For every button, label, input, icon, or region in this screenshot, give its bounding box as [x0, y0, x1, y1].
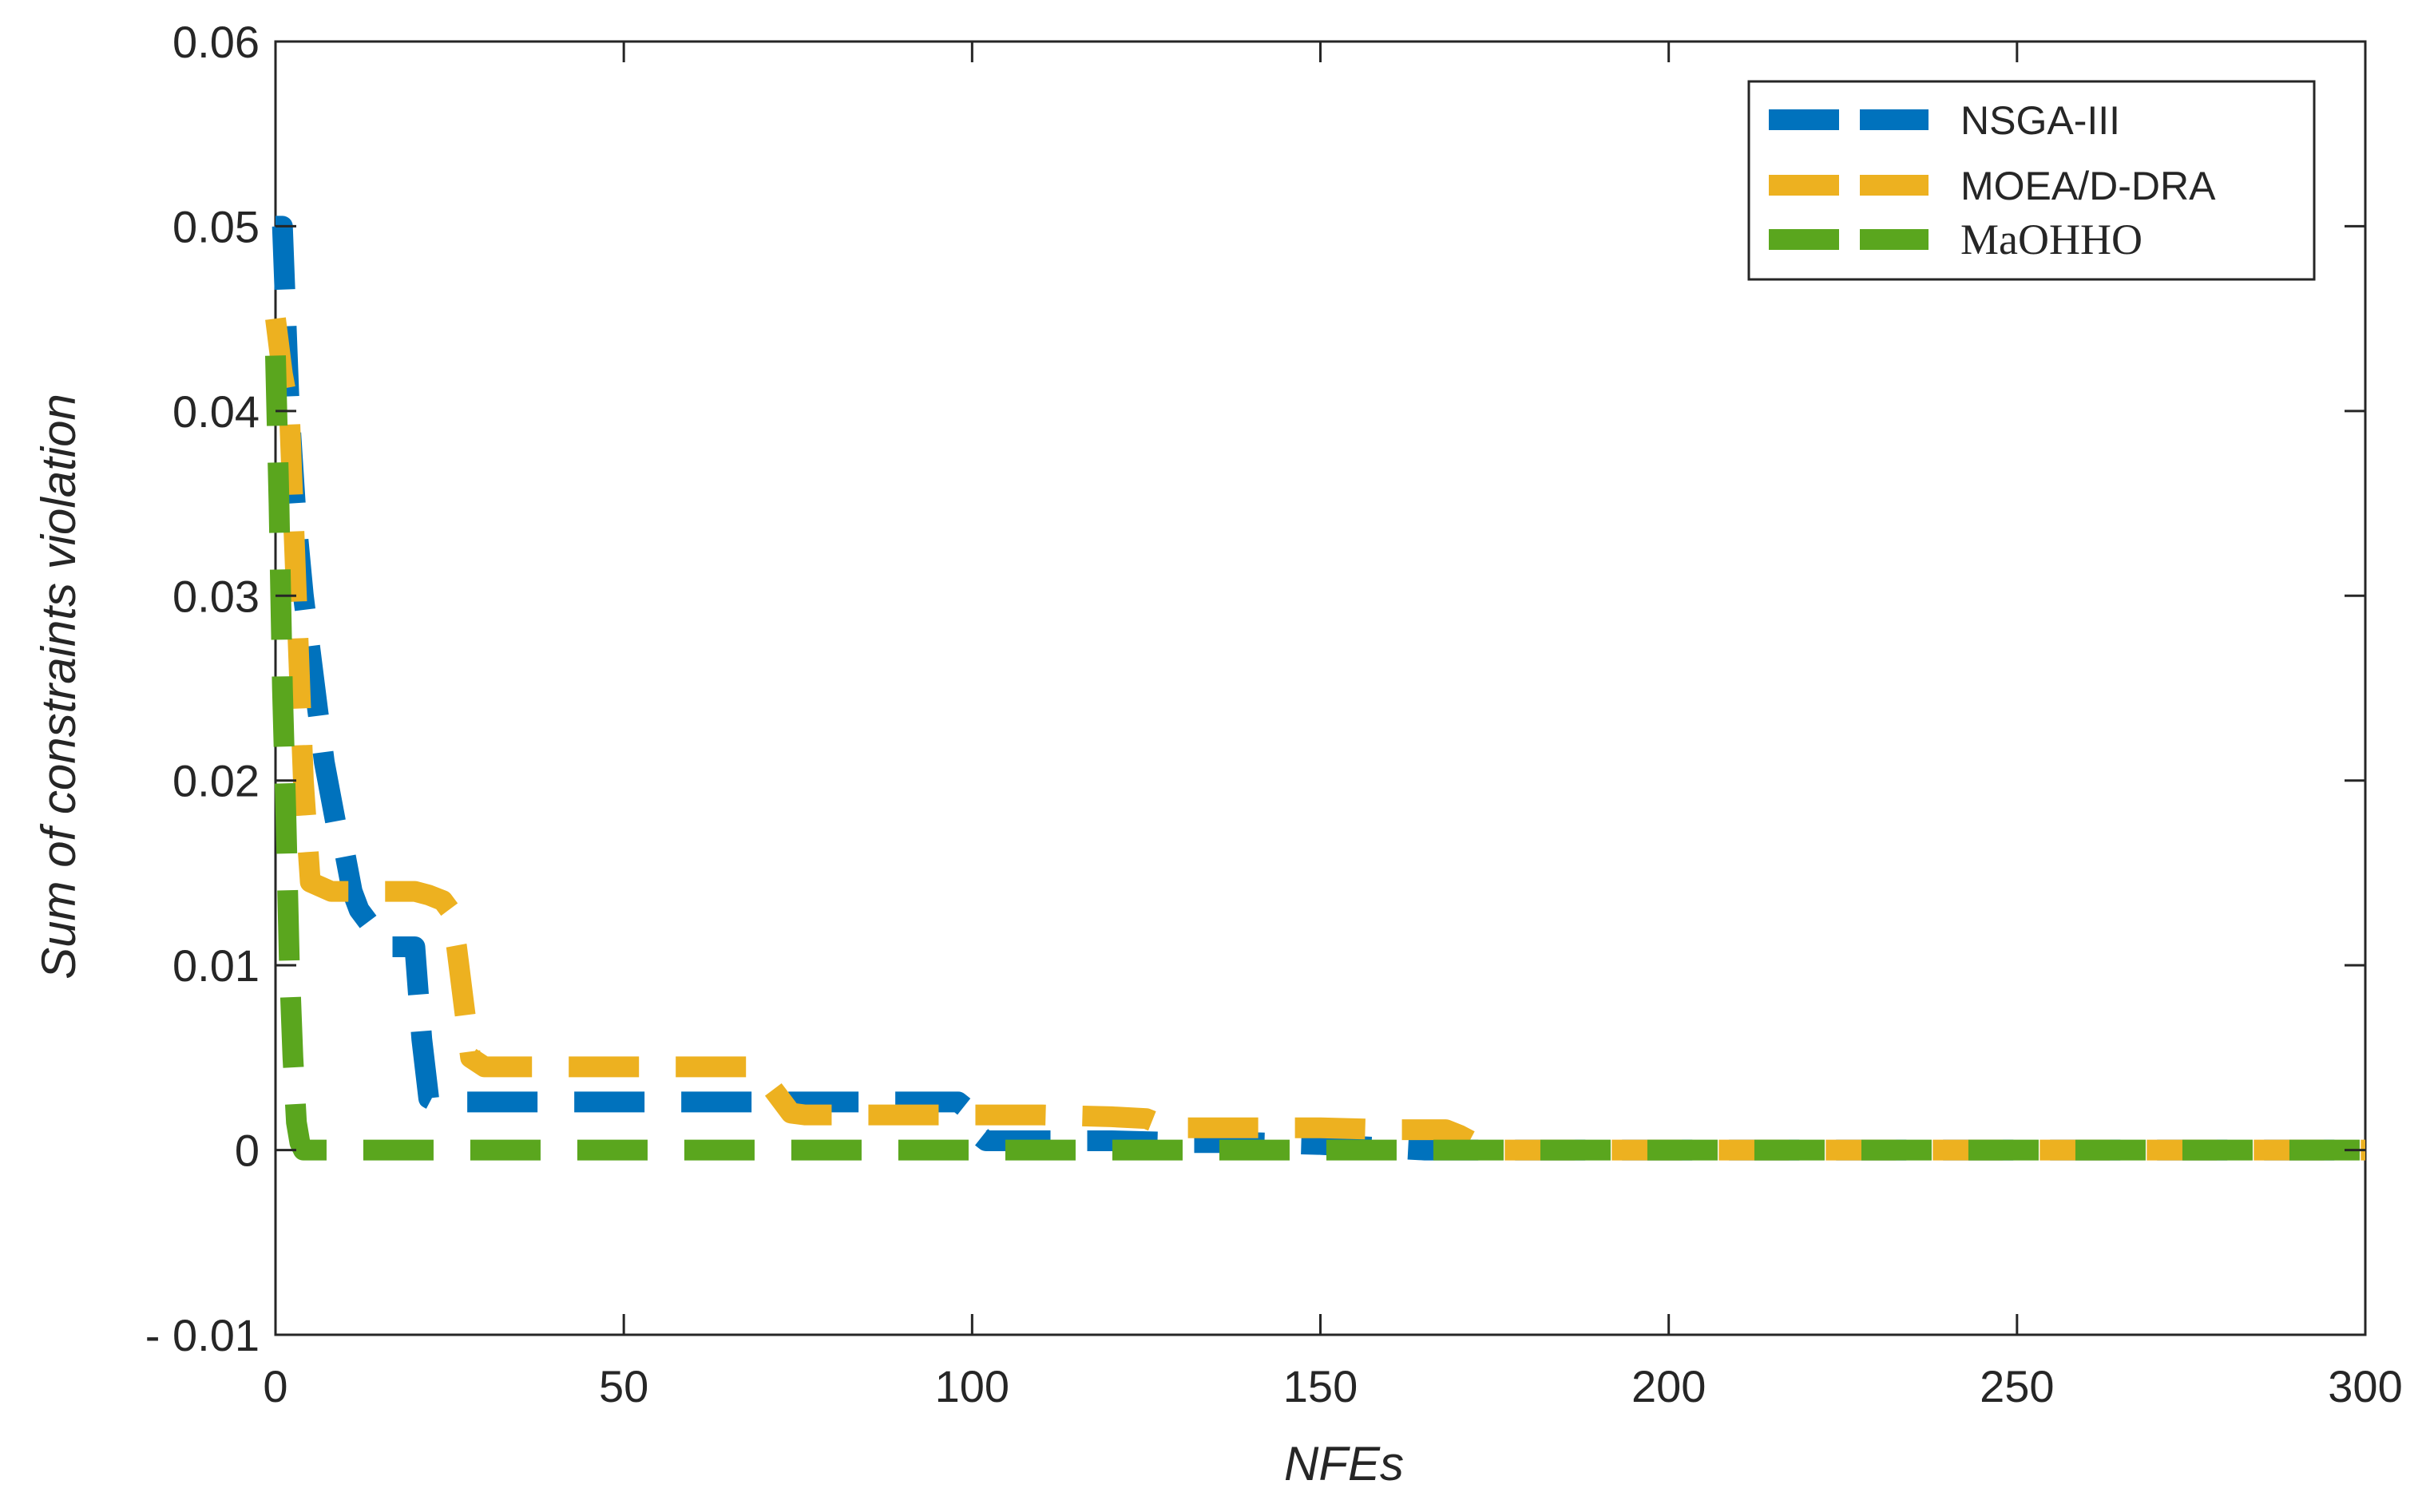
x-tick-label: 100	[935, 1361, 1009, 1411]
y-tick-label: 0.04	[172, 386, 260, 437]
tick-labels-layer: 0 50 100 150 200 250 300- 0.0100.010.020.030.0…	[145, 17, 2403, 1411]
y-tick-label: 0.05	[172, 201, 260, 251]
y-tick-label: 0.02	[172, 756, 260, 806]
legend-label: MOEA/D-DRA	[1960, 164, 2216, 208]
legend-item-moea-d-dra: MOEA/D-DRA	[1769, 164, 2216, 208]
series-line-moea-d-dra	[265, 317, 2365, 1161]
x-tick-label: 300	[2328, 1361, 2402, 1411]
y-tick-label: 0.01	[172, 940, 260, 991]
y-axis-title: Sum of constraints violation	[32, 394, 85, 980]
x-tick-label: 200	[1631, 1361, 1706, 1411]
y-tick-label: 0	[235, 1126, 260, 1176]
legend-item-maohho: MaOHHO	[1769, 216, 2143, 263]
x-tick-label: 150	[1283, 1361, 1358, 1411]
y-tick-label: - 0.01	[145, 1310, 260, 1360]
legend-label: NSGA-III	[1960, 98, 2120, 143]
x-tick-label: 50	[599, 1361, 648, 1411]
y-tick-label: 0.06	[172, 17, 260, 67]
legend-item-nsga-iii: NSGA-III	[1769, 98, 2120, 143]
legend-box	[1747, 80, 2316, 281]
x-tick-label: 0	[263, 1361, 287, 1411]
x-tick-label: 250	[1980, 1361, 2054, 1411]
series-layer	[265, 216, 2365, 1161]
legend-label: MaOHHO	[1960, 216, 2143, 263]
x-axis-title: NFEs	[1284, 1437, 1404, 1490]
y-tick-label: 0.03	[172, 571, 260, 621]
series-line-nsga-iii	[272, 216, 2365, 1161]
ticks-layer	[274, 40, 2367, 1336]
legend: NSGA-III MOEA/D-DRA MaOHHO	[1747, 80, 2316, 281]
series-line-maohho	[265, 355, 2365, 1161]
